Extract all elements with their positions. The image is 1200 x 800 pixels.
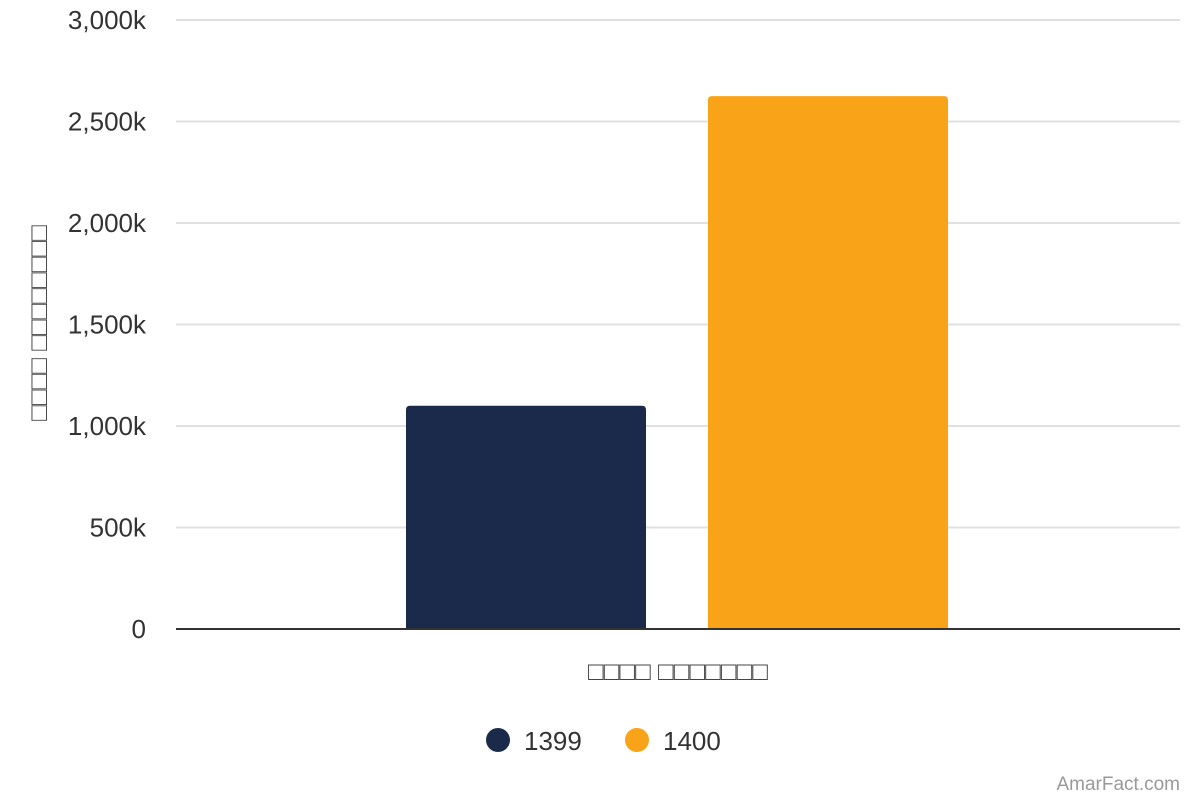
y-tick-label: 3,000k [68,5,147,35]
legend-label: 1400 [663,726,721,756]
y-axis-tick-labels: 0 500k 1,000k 1,500k 2,000k 2,500k 3,000k [68,5,147,644]
y-tick-label: 500k [90,513,147,543]
legend-item-1399[interactable]: 1399 [486,726,582,756]
x-axis-title: □□□□ □□□□□□□ [588,656,768,686]
legend[interactable]: 1399 1400 [486,726,721,756]
y-tick-label: 1,000k [68,411,147,441]
bar-1399[interactable] [406,405,646,629]
y-tick-label: 2,000k [68,208,147,238]
legend-marker [625,728,649,752]
y-tick-label: 0 [132,614,146,644]
y-axis-title: □□□□ □□□□□□□□ [23,225,53,421]
legend-marker [486,728,510,752]
bars [406,96,948,629]
bar-1400[interactable] [708,96,948,629]
legend-label: 1399 [524,726,582,756]
watermark: AmarFact.com [1056,774,1180,795]
gridlines [176,19,1180,529]
y-tick-label: 2,500k [68,107,147,137]
y-tick-label: 1,500k [68,310,147,340]
legend-item-1400[interactable]: 1400 [625,726,721,756]
